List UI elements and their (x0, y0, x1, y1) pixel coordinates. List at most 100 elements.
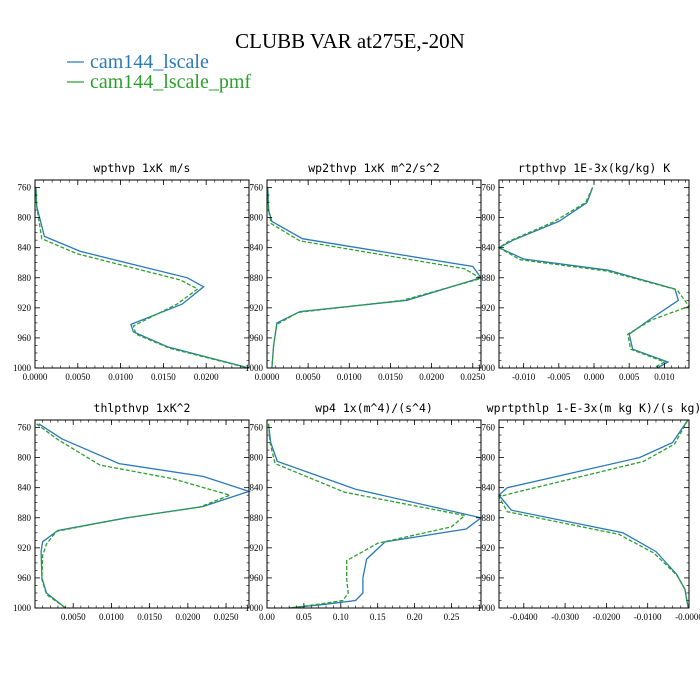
y-tick-label: 1000 (477, 363, 496, 373)
x-tick-label: -0.010 (512, 372, 536, 382)
chart-title: wp4 1x(m^4)/(s^4) (315, 401, 433, 415)
y-tick-label: 880 (250, 513, 264, 523)
x-tick-label: -0.0400 (510, 612, 538, 622)
x-tick-label: 0.0000 (23, 372, 48, 382)
y-tick-label: 920 (250, 543, 264, 553)
figure-title: CLUBB VAR at275E,-20N (235, 29, 465, 53)
x-tick-label: 0.05 (296, 612, 312, 622)
x-tick-label: 0.0100 (337, 372, 362, 382)
series-line-2 (36, 423, 232, 609)
plot-frame (34, 179, 250, 369)
y-tick-label: 800 (482, 453, 496, 463)
x-tick-label: 0.010 (654, 372, 675, 382)
x-tick-label: 0.0100 (108, 372, 133, 382)
x-tick-label: 0.0050 (61, 612, 86, 622)
chart-panel-1: wpthvp 1xK m/s76080084088092096010000.00… (13, 161, 250, 382)
y-tick-label: 760 (250, 423, 264, 433)
chart-panel-3: rtpthvp 1E-3x(kg/kg) K 760 800 840 880 920 960… (477, 161, 691, 382)
y-tick-label: 880 (18, 273, 32, 283)
x-tick-label: 0.0250 (460, 372, 485, 382)
plot-frame (498, 419, 690, 609)
chart-title: wpthvp 1xK m/s (94, 161, 191, 175)
y-tick-label: 960 (250, 333, 264, 343)
legend-label-cam144-lscale-pmf: cam144_lscale_pmf (90, 71, 251, 93)
series-line-2 (497, 187, 691, 369)
x-tick-label: 0.0200 (419, 372, 444, 382)
series-line-2 (498, 419, 689, 609)
y-tick-label: 880 (250, 273, 264, 283)
y-tick-label: 760 (250, 183, 264, 193)
y-tick-label: 800 (482, 213, 496, 223)
y-tick-label: 760 (18, 423, 32, 433)
x-tick-label: 0.20 (407, 612, 423, 622)
y-tick-label: 960 (18, 333, 32, 343)
y-tick-label: 800 (250, 453, 264, 463)
chart-panel-5: wp4 1x(m^4)/(s^4)76080084088092096010000… (245, 401, 483, 622)
x-tick-label: 0.0200 (175, 612, 200, 622)
x-tick-label: 0.0100 (99, 612, 124, 622)
y-tick-label: 840 (250, 483, 264, 493)
x-tick-label: 0.0000 (255, 372, 280, 382)
series-line-1 (267, 187, 483, 369)
chart-panel-2: wp2thvp 1xK m^2/s^2 760 800 840 880 920 960 100… (245, 161, 486, 382)
y-tick-label: 960 (250, 573, 264, 583)
y-tick-label: 960 (482, 573, 496, 583)
legend: cam144_lscale cam144_lscale_pmf (67, 51, 251, 93)
chart-panel-6: wprtpthlp 1-E-3x(m kg K)/(s kg) 760 800 840… (477, 401, 700, 622)
chart-panel-4: thlpthvp 1xK^2 760 800 840 880 920 960 1000 0.00… (13, 401, 252, 622)
x-tick-label: 0.0050 (296, 372, 321, 382)
chart-title: wprtpthlp 1-E-3x(m kg K)/(s kg) (487, 401, 700, 415)
plot-frame (498, 179, 690, 369)
chart-title: rtpthvp 1E-3x(kg/kg) K (518, 161, 670, 175)
y-tick-label: 880 (482, 273, 496, 283)
y-tick-label: 800 (18, 453, 32, 463)
y-tick-label: 760 (482, 183, 496, 193)
x-tick-label: -0.005 (547, 372, 571, 382)
x-tick-label: 0.15 (370, 612, 386, 622)
y-tick-label: 840 (250, 243, 264, 253)
x-tick-label: 0.005 (619, 372, 640, 382)
x-tick-label: 0.0250 (214, 612, 239, 622)
x-tick-label: -0.0100 (634, 612, 662, 622)
x-tick-label: -0.0200 (593, 612, 621, 622)
y-tick-label: 760 (18, 183, 32, 193)
y-tick-label: 920 (482, 303, 496, 313)
chart-title: wp2thvp 1xK m^2/s^2 (308, 161, 440, 175)
y-tick-label: 840 (482, 243, 496, 253)
plot-frame (266, 419, 482, 609)
y-tick-label: 920 (18, 303, 32, 313)
y-tick-label: 920 (250, 303, 264, 313)
series-line-1 (497, 187, 680, 369)
plot-frame (34, 419, 250, 609)
y-tick-label: 960 (18, 573, 32, 583)
y-tick-label: 880 (18, 513, 32, 523)
legend-label-cam144-lscale: cam144_lscale (90, 51, 209, 73)
x-tick-label: -0.0300 (551, 612, 579, 622)
x-tick-label: 0.25 (444, 612, 460, 622)
x-tick-label: 0.0150 (378, 372, 403, 382)
chart-title: thlpthvp 1xK^2 (94, 401, 191, 415)
y-tick-label: 840 (18, 483, 32, 493)
x-tick-label: 0.00 (259, 612, 275, 622)
y-tick-label: 1000 (13, 603, 32, 613)
series-line-2 (35, 187, 249, 369)
panels: wpthvp 1xK m/s76080084088092096010000.00… (13, 161, 700, 622)
y-tick-label: 1000 (245, 603, 264, 613)
series-line-1 (35, 187, 250, 369)
y-tick-label: 1000 (477, 603, 496, 613)
y-tick-label: 760 (482, 423, 496, 433)
y-tick-label: 920 (18, 543, 32, 553)
series-line-2 (267, 423, 467, 609)
y-tick-label: 840 (482, 483, 496, 493)
x-tick-label: 0.10 (333, 612, 349, 622)
y-tick-label: 1000 (13, 363, 32, 373)
y-tick-label: 800 (250, 213, 264, 223)
plot-frame (266, 179, 482, 369)
y-tick-label: 1000 (245, 363, 264, 373)
y-tick-label: 840 (18, 243, 32, 253)
y-tick-label: 800 (18, 213, 32, 223)
x-tick-label: 0.0150 (137, 612, 162, 622)
y-tick-label: 880 (482, 513, 496, 523)
x-tick-label: 0.0050 (65, 372, 90, 382)
